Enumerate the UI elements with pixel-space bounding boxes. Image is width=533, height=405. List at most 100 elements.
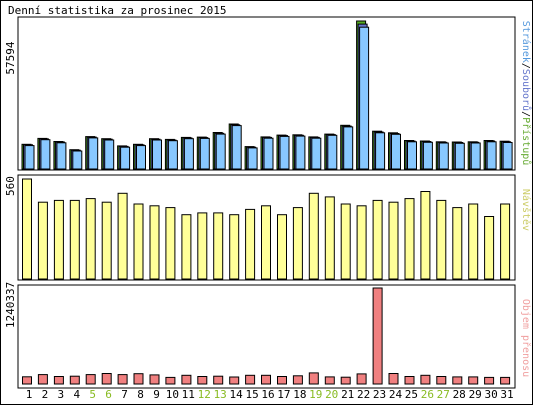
chart-title: Denní statistika za prosinec 2015 bbox=[8, 4, 227, 17]
bar-visits-day-23 bbox=[372, 199, 383, 280]
panel-top-ymax-label: 57594 bbox=[4, 41, 17, 74]
panel-bot-legend: Objem přenosu bbox=[520, 299, 532, 377]
x-label-day-27: 27 bbox=[437, 388, 450, 401]
bar-visits-day-30 bbox=[484, 216, 495, 280]
legend-sep-2: / bbox=[520, 111, 531, 117]
bar-pages-day-21 bbox=[343, 126, 354, 170]
bar-traffic-day-29 bbox=[468, 376, 479, 385]
panel-top-frame bbox=[17, 16, 516, 171]
bar-visits-day-17 bbox=[277, 214, 287, 280]
panel-mid-frame bbox=[17, 174, 516, 281]
x-label-day-3: 3 bbox=[57, 388, 64, 401]
bar-pages-day-18 bbox=[295, 135, 306, 170]
x-label-day-24: 24 bbox=[389, 388, 403, 401]
bar-pages-day-27 bbox=[438, 142, 449, 170]
bar-visits-day-24 bbox=[388, 201, 399, 280]
bar-traffic-day-27 bbox=[436, 376, 447, 385]
x-label-day-7: 7 bbox=[121, 388, 128, 401]
bar-traffic-day-23 bbox=[372, 287, 383, 385]
bar-visits-day-4 bbox=[69, 199, 80, 280]
bar-traffic-day-2 bbox=[37, 374, 48, 385]
x-label-day-16: 16 bbox=[261, 388, 274, 401]
bar-traffic-day-8 bbox=[133, 373, 144, 385]
x-label-day-2: 2 bbox=[42, 388, 49, 401]
bar-pages-day-11 bbox=[183, 138, 194, 170]
bar-visits-day-25 bbox=[404, 198, 415, 280]
bar-pages-day-23 bbox=[375, 132, 386, 170]
bar-visits-day-14 bbox=[229, 214, 240, 280]
bar-visits-day-21 bbox=[340, 203, 351, 280]
bar-visits-day-18 bbox=[292, 207, 303, 280]
bar-pages-day-19 bbox=[311, 137, 322, 170]
bar-traffic-day-21 bbox=[340, 376, 351, 385]
bar-pages-day-9 bbox=[152, 139, 162, 170]
bar-traffic-day-12 bbox=[197, 376, 208, 385]
bar-traffic-day-3 bbox=[53, 376, 64, 385]
x-label-day-20: 20 bbox=[325, 388, 338, 401]
bar-visits-day-20 bbox=[324, 196, 335, 280]
x-label-day-17: 17 bbox=[277, 388, 290, 401]
bar-visits-day-9 bbox=[149, 205, 160, 280]
bar-traffic-day-25 bbox=[404, 376, 415, 385]
x-label-day-14: 14 bbox=[229, 388, 243, 401]
bar-visits-day-2 bbox=[37, 201, 48, 280]
bar-visits-day-15 bbox=[245, 208, 256, 280]
x-label-day-12: 12 bbox=[198, 388, 211, 401]
bar-traffic-day-28 bbox=[452, 376, 463, 385]
bar-visits-day-22 bbox=[356, 205, 367, 280]
x-label-day-15: 15 bbox=[245, 388, 258, 401]
x-label-day-26: 26 bbox=[421, 388, 434, 401]
x-label-day-29: 29 bbox=[469, 388, 482, 401]
panel-bot-frame bbox=[17, 284, 516, 389]
x-label-day-11: 11 bbox=[182, 388, 195, 401]
bar-traffic-day-10 bbox=[165, 376, 176, 385]
x-label-day-6: 6 bbox=[105, 388, 112, 401]
bar-visits-day-3 bbox=[53, 199, 64, 280]
bar-visits-day-27 bbox=[436, 199, 447, 280]
bar-pages-day-30 bbox=[486, 141, 497, 170]
bar-visits-day-28 bbox=[452, 207, 463, 280]
x-label-day-19: 19 bbox=[309, 388, 322, 401]
bar-pages-day-26 bbox=[422, 141, 433, 170]
bar-pages-day-2 bbox=[40, 139, 51, 170]
x-label-day-9: 9 bbox=[153, 388, 160, 401]
x-label-day-25: 25 bbox=[405, 388, 418, 401]
bar-traffic-day-24 bbox=[388, 373, 399, 385]
legend-hits: Přístupů bbox=[520, 117, 532, 165]
panel-bot-bars bbox=[22, 287, 511, 385]
panel-bot-ymax-label: 1240337 bbox=[4, 282, 17, 328]
x-label-day-30: 30 bbox=[484, 388, 497, 401]
bar-traffic-day-7 bbox=[117, 374, 128, 385]
bar-traffic-day-4 bbox=[69, 375, 80, 385]
bar-pages-day-20 bbox=[327, 134, 338, 170]
bar-traffic-day-9 bbox=[149, 374, 160, 385]
bar-visits-day-26 bbox=[420, 191, 431, 280]
panel-mid-bars bbox=[22, 178, 511, 280]
bar-visits-day-7 bbox=[117, 192, 128, 280]
bar-traffic-day-5 bbox=[85, 374, 96, 385]
bar-pages-day-4 bbox=[72, 150, 83, 170]
bar-visits-day-1 bbox=[22, 178, 32, 280]
bar-pages-day-16 bbox=[263, 137, 274, 170]
bar-visits-day-19 bbox=[308, 192, 319, 280]
bar-pages-day-24 bbox=[391, 133, 401, 170]
x-label-day-4: 4 bbox=[73, 388, 80, 401]
bar-pages-day-17 bbox=[279, 135, 290, 170]
legend-pages: Stránek bbox=[520, 21, 532, 63]
x-label-day-5: 5 bbox=[89, 388, 96, 401]
x-label-day-28: 28 bbox=[453, 388, 466, 401]
bar-pages-day-15 bbox=[247, 147, 258, 170]
bar-traffic-day-30 bbox=[484, 376, 495, 385]
bar-pages-day-22 bbox=[359, 26, 370, 170]
bar-pages-day-10 bbox=[167, 140, 178, 170]
bar-visits-day-13 bbox=[213, 212, 224, 280]
bar-pages-day-31 bbox=[502, 142, 513, 170]
bar-traffic-day-14 bbox=[229, 376, 240, 385]
x-axis-labels: 1 2 3 4 5 6 7 8 9 10 11 12 13 14 15 16 17 18 19 20 21 22 23 24 2… bbox=[26, 388, 514, 401]
x-label-day-1: 1 bbox=[26, 388, 33, 401]
bar-traffic-day-16 bbox=[261, 374, 271, 385]
legend-files: Souborů bbox=[520, 69, 532, 111]
bar-pages-day-25 bbox=[407, 141, 417, 170]
x-label-day-8: 8 bbox=[137, 388, 144, 401]
